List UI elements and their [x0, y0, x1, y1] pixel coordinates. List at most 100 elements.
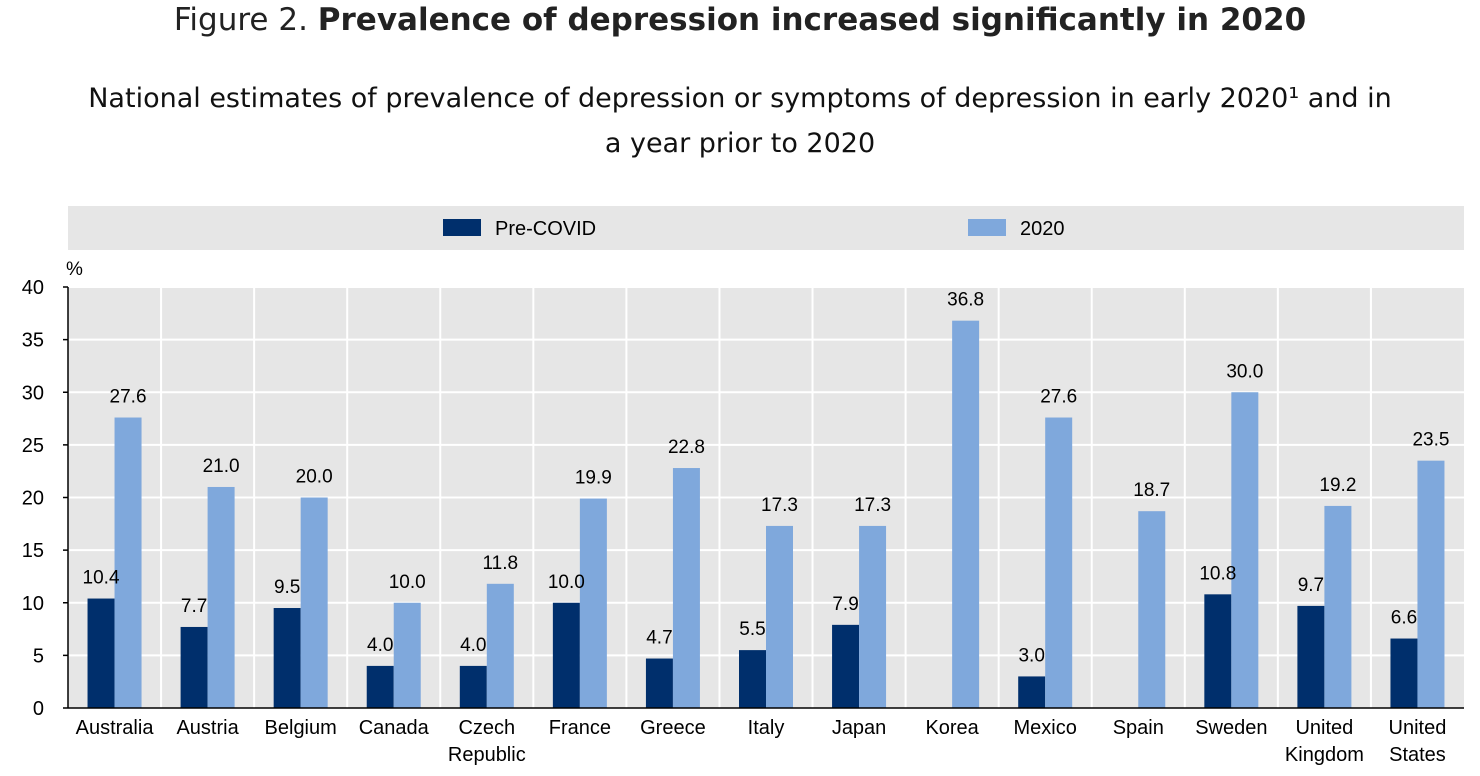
bar-2020: [207, 486, 235, 708]
x-tick-label: Republic: [448, 744, 526, 766]
x-tick-label: Italy: [748, 717, 785, 739]
bar-value-label: 7.9: [832, 594, 858, 615]
bar-value-label: 17.3: [761, 495, 798, 516]
bar-pre-covid: [1297, 605, 1325, 708]
bar-value-label: 18.7: [1133, 480, 1170, 501]
y-tick-label: 30: [22, 382, 44, 404]
subtitle-line-2: a year prior to 2020: [604, 128, 876, 159]
x-tick-label: United: [1389, 717, 1447, 739]
bar-pre-covid: [1390, 638, 1418, 708]
bar-value-label: 17.3: [854, 495, 891, 516]
bar-value-label: 19.9: [575, 468, 612, 489]
bar-value-label: 10.0: [548, 572, 585, 593]
y-tick-label: 5: [33, 645, 44, 667]
bar-value-label: 5.5: [739, 619, 765, 640]
bar-2020: [952, 320, 980, 708]
subtitle-line-1: National estimates of prevalence of depr…: [88, 83, 1392, 114]
x-tick-label: Belgium: [265, 717, 337, 739]
y-tick-label: 20: [22, 488, 44, 510]
bar-2020: [486, 583, 514, 708]
x-tick-label: Spain: [1113, 717, 1164, 739]
bar-pre-covid: [739, 650, 766, 708]
bar-value-label: 10.4: [83, 568, 120, 589]
bar-pre-covid: [1018, 676, 1046, 708]
legend-swatch: [968, 219, 1006, 236]
bar-pre-covid: [87, 598, 115, 708]
x-tick-label: States: [1389, 744, 1446, 766]
bar-value-label: 9.5: [274, 577, 300, 598]
bar-value-label: 6.6: [1391, 608, 1417, 629]
bar-value-label: 21.0: [203, 456, 240, 477]
y-axis-unit: %: [66, 259, 83, 280]
bar-2020: [1138, 511, 1166, 708]
bar-2020: [1045, 417, 1073, 708]
bar-value-label: 3.0: [1018, 645, 1044, 666]
bar-pre-covid: [180, 626, 208, 708]
bar-2020: [300, 497, 328, 708]
x-tick-label: Austria: [176, 717, 239, 739]
legend: Pre-COVID 2020: [443, 218, 1065, 240]
x-tick-label: France: [549, 717, 611, 739]
legend-label: Pre-COVID: [495, 218, 596, 240]
bar-value-label: 36.8: [947, 290, 984, 311]
x-tick-label: Australia: [76, 717, 155, 739]
bar-value-label: 7.7: [181, 596, 207, 617]
y-tick-label: 35: [22, 330, 44, 352]
bar-2020: [579, 498, 607, 708]
x-tick-label: United: [1295, 717, 1353, 739]
bar-pre-covid: [1204, 594, 1232, 708]
legend-label: 2020: [1020, 218, 1065, 240]
bar-2020: [1324, 505, 1352, 708]
bar-2020: [859, 525, 887, 708]
bar-2020: [766, 525, 793, 708]
bar-value-label: 27.6: [110, 387, 147, 408]
figure-heading: Prevalence of depression increased signi…: [317, 2, 1307, 38]
bar-pre-covid: [459, 665, 487, 708]
bar-2020: [1417, 460, 1445, 708]
bar-pre-covid: [366, 665, 394, 708]
y-tick-label: 25: [22, 435, 44, 457]
bar-value-label: 9.7: [1298, 575, 1324, 596]
figure-title: Figure 2. Prevalence of depression incre…: [0, 2, 1480, 38]
bar-2020: [1231, 392, 1259, 708]
bar-2020: [393, 602, 421, 708]
bar-value-label: 4.0: [460, 635, 486, 656]
x-tick-label: Czech: [458, 717, 515, 739]
x-tick-label: Korea: [925, 717, 979, 739]
x-tick-label: Kingdom: [1285, 744, 1364, 766]
bar-value-label: 22.8: [668, 437, 705, 458]
bar-value-label: 30.0: [1226, 361, 1263, 382]
y-tick-label: 0: [33, 698, 44, 720]
y-tick-label: 15: [22, 540, 44, 562]
bar-value-label: 27.6: [1040, 387, 1077, 408]
bar-pre-covid: [645, 658, 673, 708]
legend-swatch: [443, 219, 481, 236]
x-tick-label: Greece: [640, 717, 706, 739]
bar-value-label: 10.8: [1199, 563, 1236, 584]
y-tick-label: 40: [22, 277, 44, 299]
figure-label: Figure 2.: [173, 2, 308, 38]
bar-pre-covid: [552, 602, 580, 708]
bar-pre-covid: [832, 624, 860, 708]
bar-value-label: 20.0: [296, 467, 333, 488]
bar-2020: [672, 468, 700, 708]
figure-subtitle: National estimates of prevalence of depr…: [10, 76, 1470, 166]
x-tick-label: Mexico: [1014, 717, 1077, 739]
x-tick-label: Japan: [832, 717, 887, 739]
bar-value-label: 23.5: [1412, 430, 1449, 451]
y-axis: 0 5 10 15 20 25 30 35 40%: [22, 259, 83, 720]
bar-value-label: 10.0: [389, 572, 426, 593]
bars: [87, 320, 1445, 708]
x-tick-label: Sweden: [1195, 717, 1267, 739]
bar-pre-covid: [273, 608, 301, 708]
bar-labels: 10.4 7.7 9.5 4.0 4.0 10.0 4.7 5.5 7.9 3.0 10.8 9.7 6…: [83, 290, 1450, 667]
bar-value-label: 4.7: [646, 628, 672, 649]
x-axis: Australia Austria Belgium Canada Czech Republ…: [68, 707, 1464, 766]
bar-2020: [114, 417, 142, 708]
bar-value-label: 19.2: [1319, 475, 1356, 496]
y-tick-label: 10: [22, 593, 44, 615]
legend-band: [68, 206, 1464, 250]
bar-value-label: 4.0: [367, 635, 393, 656]
bar-value-label: 11.8: [483, 553, 519, 574]
